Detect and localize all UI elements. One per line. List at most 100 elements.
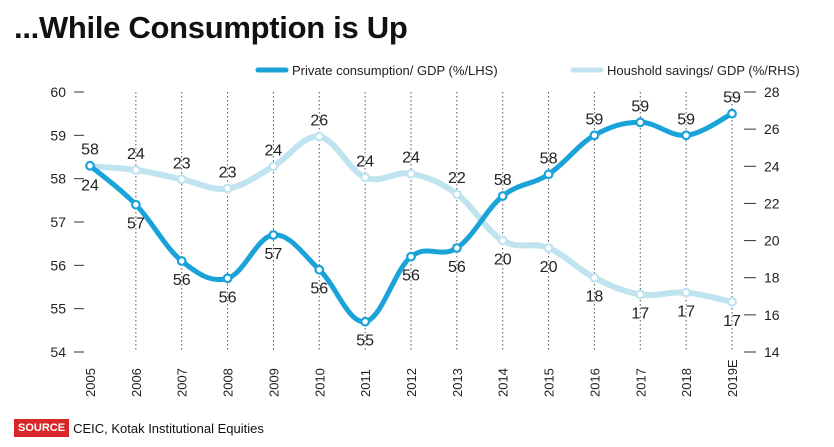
consumption-label-2018: 59	[677, 111, 695, 128]
x-tick-2015: 2015	[542, 368, 557, 397]
x-tick-2012: 2012	[404, 368, 419, 397]
consumption-label-2005: 58	[81, 142, 99, 159]
x-tick-2010: 2010	[312, 368, 327, 397]
x-tick-2009: 2009	[266, 368, 281, 397]
savings-point-2011	[360, 172, 371, 183]
consumption-point-2009	[268, 230, 279, 240]
savings-label-2005: 24	[81, 177, 99, 194]
savings-point-2013	[451, 189, 462, 200]
consumption-label-2019e: 59	[723, 90, 741, 107]
x-tick-2005: 2005	[83, 368, 98, 397]
consumption-point-2007	[176, 256, 187, 266]
consumption-label-2007: 56	[173, 272, 191, 289]
y-right-tick-18: 18	[764, 270, 780, 286]
x-tick-2017: 2017	[633, 368, 648, 397]
savings-label-2011: 24	[356, 153, 374, 170]
consumption-label-2014: 58	[494, 172, 512, 189]
savings-label-2009: 24	[265, 142, 283, 159]
x-tick-2018: 2018	[679, 368, 694, 397]
x-tick-2011: 2011	[358, 369, 373, 397]
consumption-point-2016	[589, 130, 600, 141]
source-note: SOURCE CEIC, Kotak Institutional Equitie…	[14, 419, 264, 437]
y-right-tick-14: 14	[764, 344, 780, 360]
y-left-tick-55: 55	[50, 301, 66, 317]
consumption-label-2017: 59	[631, 98, 649, 115]
savings-label-2006: 24	[127, 146, 145, 163]
savings-label-2012: 24	[402, 150, 420, 167]
savings-point-2015	[543, 243, 554, 253]
x-tick-2007: 2007	[175, 368, 190, 397]
savings-label-2007: 23	[173, 155, 191, 172]
left-axis: 54 55 56 57 58 59 60	[50, 84, 84, 360]
consumption-label-2012: 56	[402, 268, 420, 285]
chart-grid	[135, 92, 733, 352]
y-left-tick-59: 59	[50, 127, 66, 143]
savings-label-2013: 22	[448, 170, 466, 187]
chart-title: ...While Consumption is Up	[14, 10, 408, 45]
savings-label-2016: 18	[586, 289, 604, 306]
y-right-tick-16: 16	[764, 307, 780, 323]
legend-label-consumption: Private consumption/ GDP (%/LHS)	[292, 63, 498, 78]
y-right-tick-22: 22	[764, 195, 780, 211]
consumption-point-2019e	[727, 108, 737, 119]
x-tick-2019e: 2019E	[725, 359, 740, 397]
x-tick-2008: 2008	[221, 368, 236, 397]
consumption-label-2006: 57	[127, 216, 145, 233]
y-left-tick-60: 60	[50, 84, 66, 100]
series-consumption: 58 57 56 56 57 56 55 56 56 58 58 59 59 59 59	[81, 90, 741, 350]
savings-label-2010: 26	[310, 113, 328, 130]
savings-point-2007	[176, 174, 187, 185]
right-axis: 14 16 18 20 22 24 26 28	[744, 84, 780, 360]
savings-point-2008	[222, 183, 233, 194]
savings-label-2018: 17	[677, 304, 695, 321]
chart-legend: Private consumption/ GDP (%/LHS) Houshol…	[255, 63, 800, 78]
y-left-tick-57: 57	[50, 214, 66, 230]
savings-point-2017	[635, 289, 646, 300]
y-right-tick-20: 20	[764, 233, 780, 249]
consumption-point-2006	[130, 199, 141, 210]
savings-label-2019e: 17	[723, 313, 741, 330]
consumption-label-2013: 56	[448, 259, 466, 276]
x-tick-2016: 2016	[587, 368, 602, 397]
source-text: CEIC, Kotak Institutional Equities	[73, 420, 264, 436]
y-left-tick-58: 58	[50, 171, 66, 187]
consumption-point-2014	[497, 191, 508, 201]
source-tag: SOURCE	[14, 419, 70, 437]
consumption-point-2017	[635, 117, 646, 128]
y-right-tick-24: 24	[764, 158, 780, 174]
consumption-label-2008: 56	[219, 289, 237, 306]
consumption-point-2008	[222, 273, 233, 284]
consumption-point-2015	[543, 169, 554, 180]
consumption-label-2009: 57	[265, 246, 283, 263]
consumption-point-2013	[451, 243, 462, 253]
savings-point-2018	[681, 287, 692, 298]
savings-point-2006	[130, 165, 141, 175]
savings-label-2015: 20	[540, 259, 558, 276]
consumption-label-2010: 56	[310, 281, 328, 298]
savings-point-2010	[314, 131, 325, 142]
consumption-label-2015: 58	[540, 150, 558, 167]
savings-label-2014: 20	[494, 252, 512, 269]
savings-point-2012	[406, 168, 416, 179]
y-right-tick-26: 26	[764, 121, 780, 137]
x-tick-2014: 2014	[496, 368, 511, 397]
x-axis: 2005 2006 2007 2008 2009 2010 2011 2012 2013 2014…	[83, 359, 740, 397]
consumption-label-2016: 59	[586, 111, 604, 128]
savings-point-2019e	[727, 296, 737, 307]
savings-point-2009	[268, 161, 279, 172]
savings-label-2017: 17	[631, 305, 649, 322]
savings-point-2014	[497, 235, 508, 246]
consumption-point-2005	[85, 160, 95, 171]
series-savings: 24 24 23 23 24 26 24 24 22 20 20 18 17 17 17	[81, 113, 741, 330]
savings-label-2008: 23	[219, 165, 237, 182]
y-left-tick-54: 54	[50, 344, 66, 360]
consumption-label-2011: 55	[356, 333, 374, 350]
x-tick-2013: 2013	[450, 368, 465, 397]
y-right-tick-28: 28	[764, 84, 780, 100]
legend-label-savings: Houshold savings/ GDP (%/RHS)	[607, 63, 800, 78]
savings-point-2016	[589, 272, 600, 283]
y-left-tick-56: 56	[50, 257, 66, 273]
consumption-point-2018	[681, 130, 692, 141]
consumption-point-2012	[406, 251, 416, 262]
